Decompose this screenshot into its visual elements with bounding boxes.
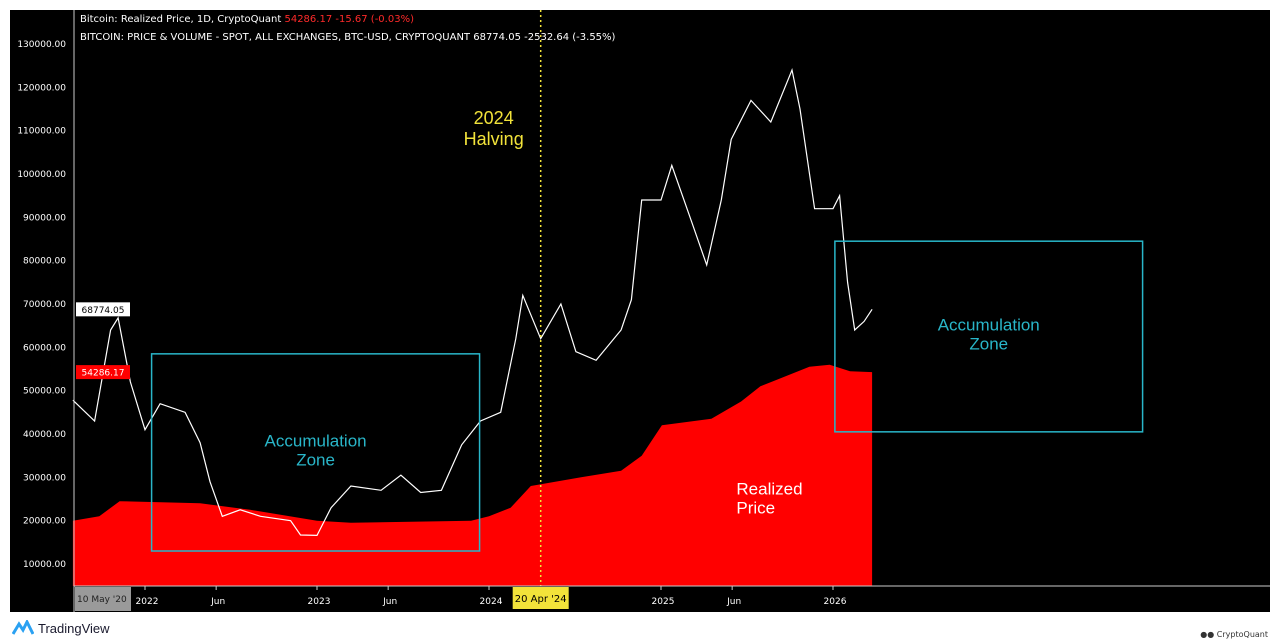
legend-price-change: -2532.64 (-3.55%): [524, 32, 616, 43]
y-tick-label: 60000.00: [23, 343, 66, 353]
x-tick-label: 2025: [652, 597, 675, 607]
halving-date-marker: [512, 587, 569, 609]
price-label: 68774.05: [82, 306, 125, 316]
x-start-marker: [75, 587, 131, 611]
y-tick-label: 110000.00: [17, 127, 66, 137]
legend-realized-name: Bitcoin: Realized Price, 1D, CryptoQuant: [80, 14, 282, 25]
y-tick-label: 100000.00: [17, 170, 66, 180]
accumulation-zone-label: Accumulation: [938, 316, 1040, 335]
price-label: 54286.17: [82, 369, 125, 379]
x-tick-label: Jun: [726, 597, 741, 607]
y-tick-label: 130000.00: [17, 40, 66, 50]
x-tick-label: Jun: [382, 597, 397, 607]
y-tick-label: 10000.00: [23, 560, 66, 570]
accumulation-zone-label: Zone: [969, 335, 1008, 354]
cryptoquant-logo: ●● CryptoQuant: [1200, 630, 1268, 639]
legend-realized-price: Bitcoin: Realized Price, 1D, CryptoQuant…: [80, 14, 414, 25]
accumulation-zone-box: [150, 353, 481, 552]
tradingview-icon: [12, 620, 34, 635]
legend-realized-value: 54286.17: [284, 14, 333, 25]
x-start-label: 10 May '20: [77, 595, 127, 605]
x-tick-label: 2024: [480, 597, 503, 607]
y-tick-label: 50000.00: [23, 387, 66, 397]
price-label-box: [76, 365, 130, 380]
x-tick-label: Jun: [210, 597, 225, 607]
realized-price-area: [72, 364, 873, 586]
legend-price: BITCOIN: PRICE & VOLUME - SPOT, ALL EXCH…: [80, 32, 615, 43]
legend-price-name: BITCOIN: PRICE & VOLUME - SPOT, ALL EXCH…: [80, 32, 471, 43]
y-tick-label: 80000.00: [23, 257, 66, 267]
price-line: [72, 67, 873, 537]
x-tick-label: 2022: [136, 597, 159, 607]
y-tick-label: 90000.00: [23, 213, 66, 223]
legend-price-value: 68774.05: [473, 32, 521, 43]
halving-label: 2024: [474, 108, 514, 128]
tradingview-text: TradingView: [38, 620, 110, 636]
accumulation-zone-box: [834, 240, 1144, 433]
accumulation-zone-label: Accumulation: [265, 431, 367, 450]
price-label-box: [76, 302, 130, 317]
cryptoquant-text: CryptoQuant: [1216, 630, 1268, 639]
realized-price-label: Price: [736, 498, 775, 517]
y-tick-label: 70000.00: [23, 300, 66, 310]
y-tick-label: 120000.00: [17, 83, 66, 93]
y-tick-label: 30000.00: [23, 473, 66, 483]
halving-label: Halving: [464, 129, 524, 149]
tradingview-logo[interactable]: TradingView: [12, 620, 110, 636]
realized-price-label: Realized: [736, 479, 802, 498]
x-tick-label: 2023: [308, 597, 331, 607]
legend-realized-change: -15.67 (-0.03%): [335, 14, 414, 25]
accumulation-zone-label: Zone: [296, 450, 335, 469]
halving-date-label: 20 Apr '24: [515, 594, 567, 605]
x-tick-label: 2026: [824, 597, 847, 607]
y-tick-label: 40000.00: [23, 430, 66, 440]
y-tick-label: 20000.00: [23, 517, 66, 527]
